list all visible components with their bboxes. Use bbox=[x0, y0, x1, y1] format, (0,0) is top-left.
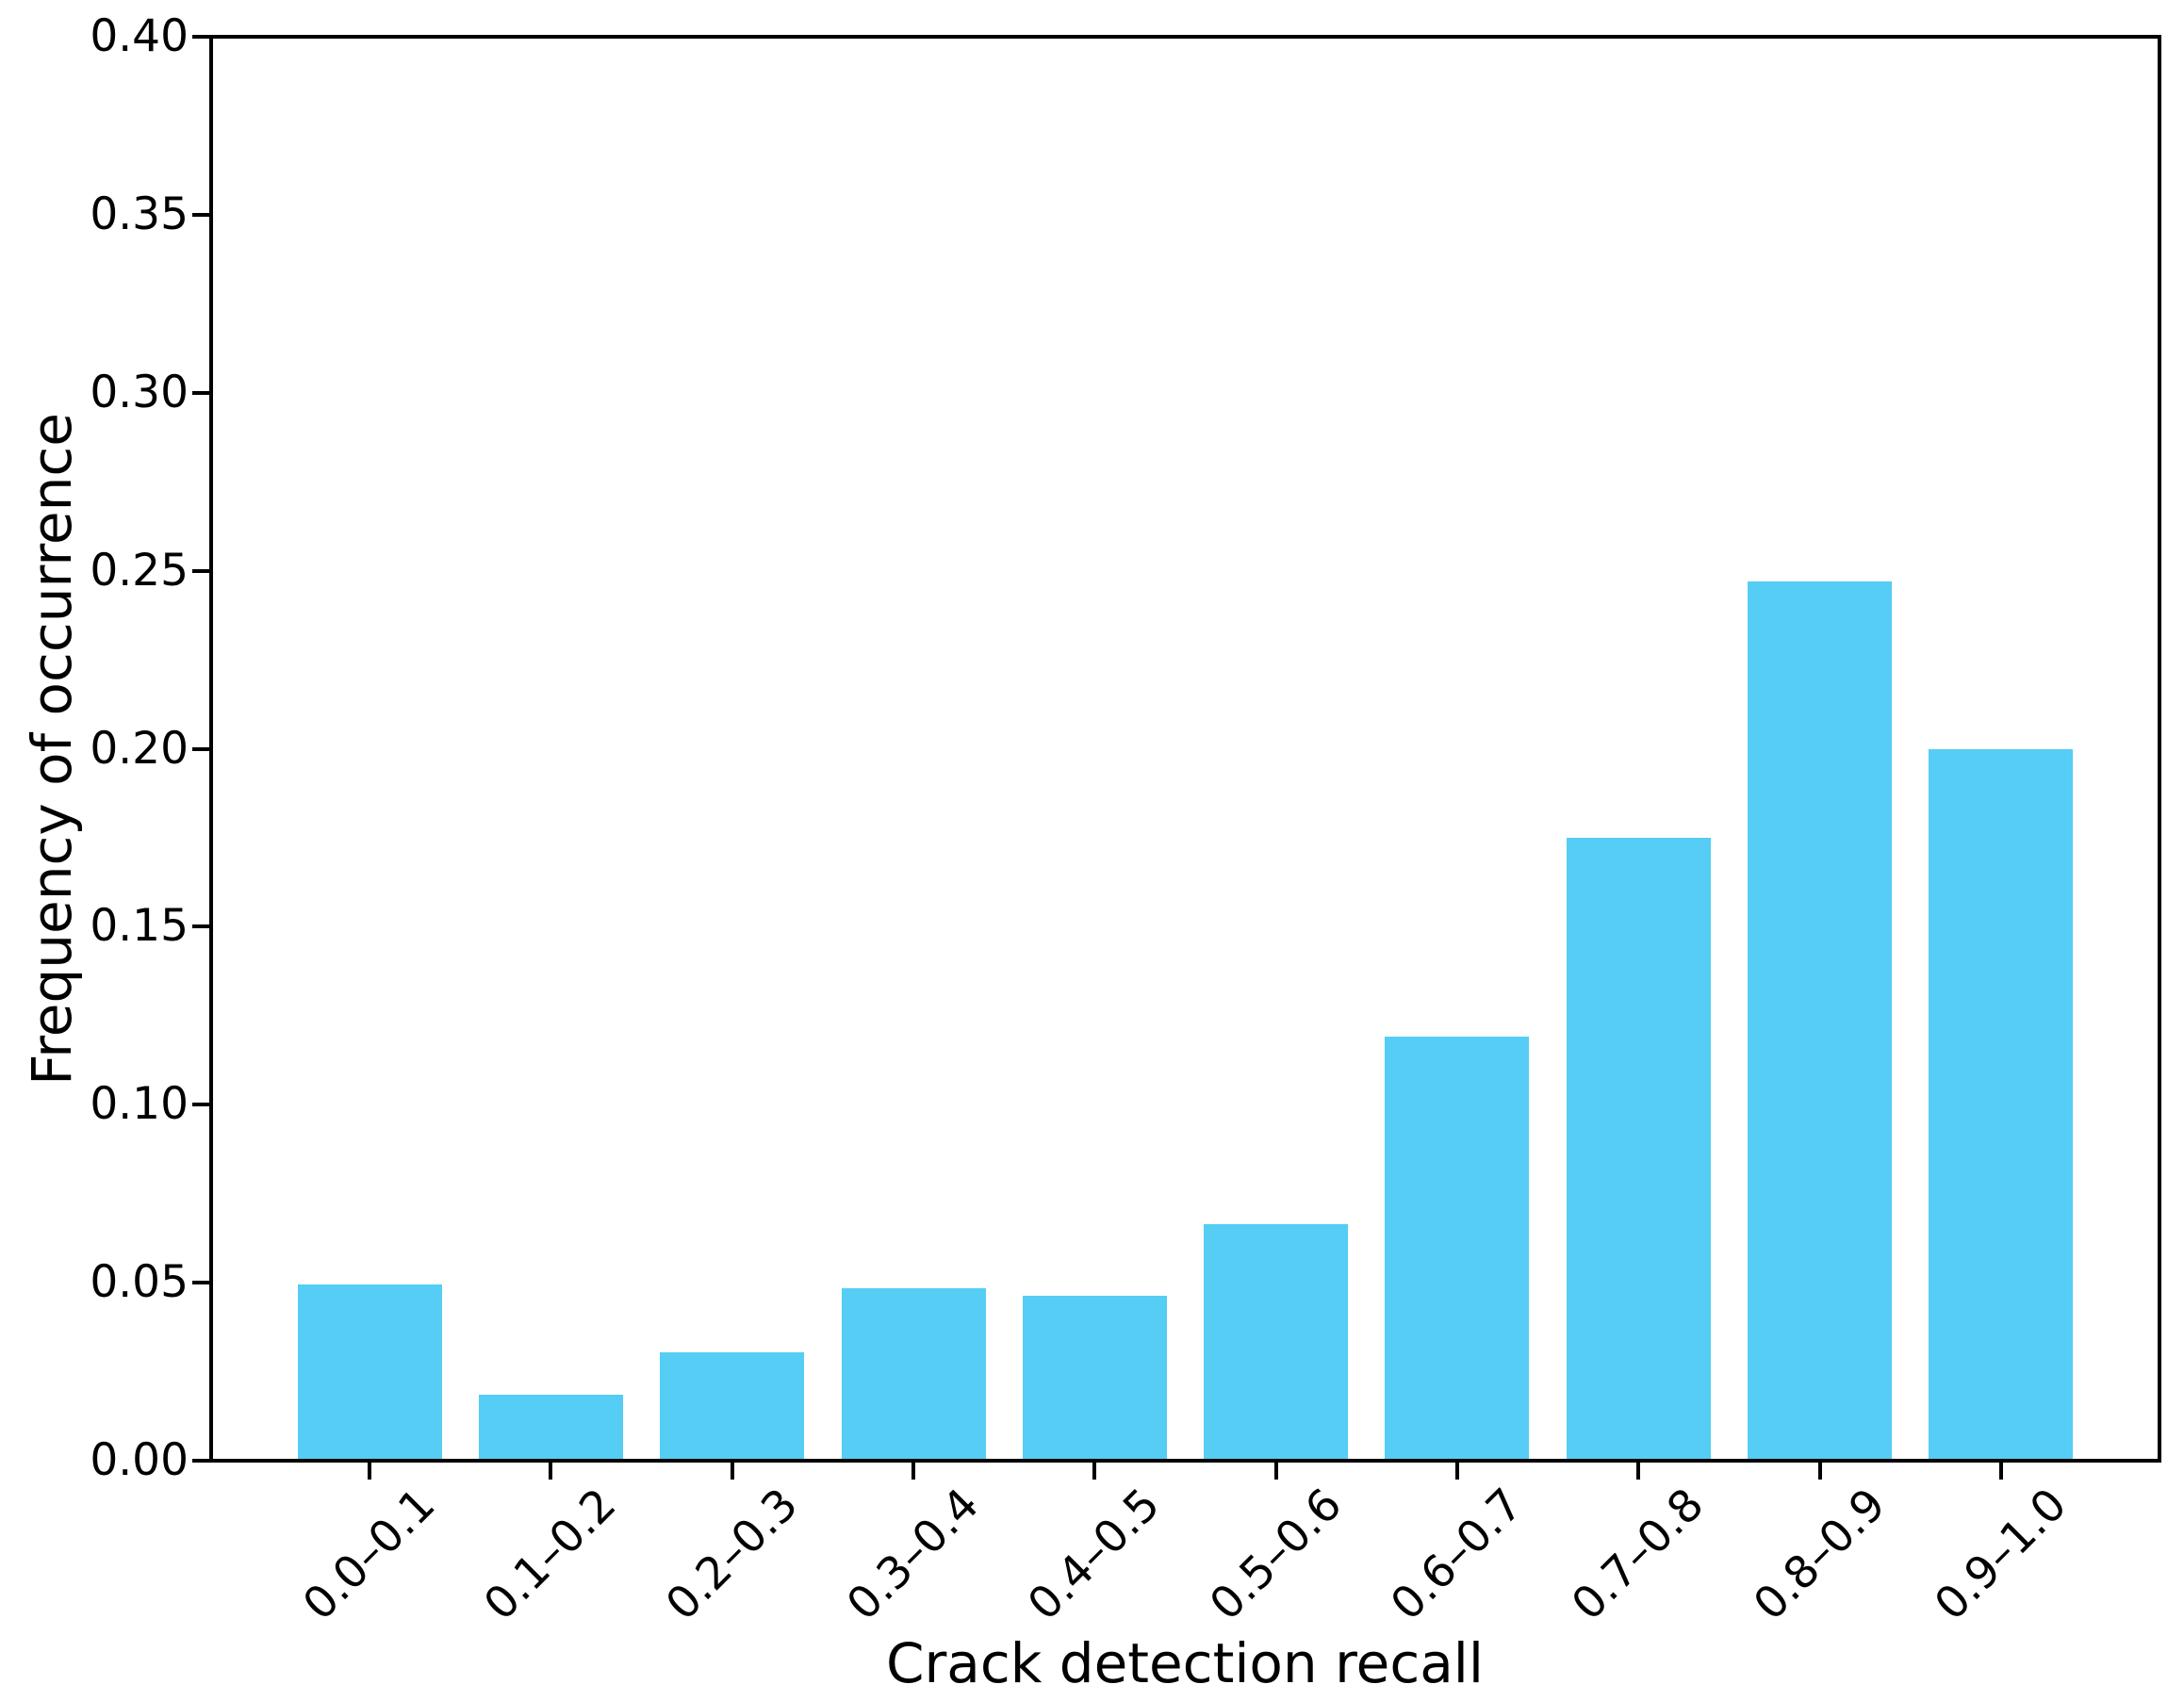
bar-0.0–0.1 bbox=[297, 1284, 442, 1459]
bar-0.1–0.2 bbox=[478, 1395, 623, 1459]
y-tick-mark bbox=[192, 924, 209, 929]
y-tick-mark bbox=[192, 212, 209, 217]
bar-slot bbox=[1729, 39, 1910, 1459]
y-tick-mark bbox=[192, 390, 209, 395]
x-tick-label: 0.1–0.2 bbox=[474, 1479, 627, 1631]
x-tick-label: 0.4–0.5 bbox=[1018, 1479, 1171, 1631]
x-tick-label: 0.5–0.6 bbox=[1199, 1479, 1352, 1631]
y-tick-label: 0.20 bbox=[90, 722, 189, 775]
x-tick-mark bbox=[911, 1463, 916, 1480]
bar-slot bbox=[1004, 39, 1185, 1459]
plot-area bbox=[209, 35, 2161, 1463]
bar-0.6–0.7 bbox=[1385, 1036, 1530, 1459]
x-tick-label: 0.7–0.8 bbox=[1562, 1479, 1715, 1631]
x-tick-label: 0.2–0.3 bbox=[655, 1479, 809, 1631]
bar-slot bbox=[279, 39, 460, 1459]
bar-slot bbox=[1548, 39, 1729, 1459]
x-tick-label: 0.0–0.1 bbox=[293, 1479, 446, 1631]
bar-0.2–0.3 bbox=[660, 1351, 805, 1459]
y-tick-label: 0.15 bbox=[90, 900, 189, 953]
x-tick-mark bbox=[368, 1463, 372, 1480]
x-tick-label: 0.3–0.4 bbox=[837, 1479, 990, 1631]
bar-0.7–0.8 bbox=[1566, 837, 1711, 1459]
y-tick-mark bbox=[192, 35, 209, 39]
x-tick-mark bbox=[730, 1463, 734, 1480]
y-tick-mark bbox=[192, 1281, 209, 1285]
x-tick-mark bbox=[1273, 1463, 1278, 1480]
y-tick-label: 0.30 bbox=[90, 366, 189, 418]
bar-slot bbox=[1185, 39, 1366, 1459]
x-tick-mark bbox=[549, 1463, 553, 1480]
x-tick-mark bbox=[1092, 1463, 1097, 1480]
bar-slot bbox=[460, 39, 641, 1459]
x-tick-label: 0.9–1.0 bbox=[1924, 1479, 2077, 1631]
y-tick-label: 0.25 bbox=[90, 544, 189, 597]
y-tick-label: 0.00 bbox=[90, 1434, 189, 1486]
bar-0.9–1.0 bbox=[1929, 748, 2074, 1459]
y-tick-label: 0.40 bbox=[90, 10, 189, 62]
y-tick-label: 0.10 bbox=[90, 1078, 189, 1131]
x-tick-mark bbox=[1817, 1463, 1822, 1480]
bar-0.4–0.5 bbox=[1022, 1295, 1167, 1459]
x-tick-mark bbox=[1998, 1463, 2003, 1480]
bar-0.3–0.4 bbox=[841, 1288, 986, 1459]
x-tick-mark bbox=[1454, 1463, 1459, 1480]
bar-slot bbox=[642, 39, 823, 1459]
bar-slot bbox=[823, 39, 1004, 1459]
y-tick-mark bbox=[192, 746, 209, 751]
bar-0.5–0.6 bbox=[1204, 1224, 1349, 1459]
x-tick-mark bbox=[1636, 1463, 1641, 1480]
y-tick-mark bbox=[192, 1459, 209, 1463]
y-tick-label: 0.05 bbox=[90, 1256, 189, 1309]
x-tick-label: 0.8–0.9 bbox=[1743, 1479, 1896, 1631]
y-tick-mark bbox=[192, 568, 209, 573]
bar-slot bbox=[1911, 39, 2092, 1459]
y-tick-mark bbox=[192, 1103, 209, 1107]
x-axis-title: Crack detection recall bbox=[885, 1631, 1485, 1695]
y-tick-label: 0.35 bbox=[90, 188, 189, 240]
x-tick-label: 0.6–0.7 bbox=[1380, 1479, 1534, 1631]
bars-container bbox=[213, 39, 2158, 1459]
bar-0.8–0.9 bbox=[1747, 581, 1893, 1459]
bar-slot bbox=[1367, 39, 1548, 1459]
